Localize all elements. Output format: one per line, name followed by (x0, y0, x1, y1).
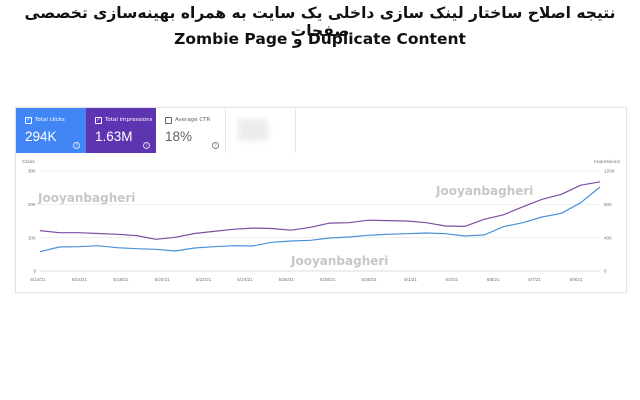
page-title-line-1: نتیجه اصلاح ساختار لینک سازی داخلی یک سا… (24, 4, 616, 40)
x-tick-label: 6/7/21 (528, 277, 541, 282)
right-axis-ticks: 120K 80K 40K 0 (604, 169, 616, 274)
performance-panel: ✓ Total clicks 294K ? ✓ Total impression… (15, 107, 627, 293)
total-impressions-card[interactable]: ✓ Total impressions 1.63M ? (86, 108, 156, 153)
total-clicks-value: 294K (25, 129, 57, 144)
blurred-content (238, 119, 268, 141)
average-position-card-blurred[interactable] (226, 108, 296, 153)
total-clicks-label: Total clicks (35, 117, 65, 123)
x-tick-label: 6/1/21 (404, 277, 417, 282)
checkbox-unchecked-icon[interactable] (165, 116, 172, 124)
left-axis-title: Clicks (22, 159, 35, 165)
left-tick-label: 10K (28, 235, 37, 240)
checkbox-checked-icon[interactable]: ✓ (95, 116, 102, 124)
series-line-impressions (39, 181, 601, 240)
x-tick-label: 5/22/21 (196, 277, 212, 282)
x-tick-label: 6/9/21 (570, 277, 583, 282)
x-tick-label: 5/24/21 (237, 277, 253, 282)
total-impressions-label: Total impressions (105, 117, 153, 123)
x-tick-label: 5/30/21 (361, 277, 377, 282)
page-title-line-2: Duplicate Content و Zombie Page (174, 30, 466, 48)
watermark-2: Jooyanbagheri (435, 184, 533, 198)
watermarks: Jooyanbagheri Jooyanbagheri Jooyanbagher… (37, 184, 533, 268)
x-tick-label: 5/20/21 (154, 277, 170, 282)
left-tick-label: 30K (28, 169, 37, 174)
help-icon[interactable]: ? (212, 142, 219, 149)
series-line-clicks (39, 186, 601, 253)
help-icon[interactable]: ? (73, 142, 80, 149)
help-icon[interactable]: ? (143, 142, 150, 149)
x-tick-label: 5/14/21 (30, 277, 46, 282)
x-tick-label: 6/3/21 (445, 277, 458, 282)
left-tick-label: 0 (33, 269, 36, 274)
left-axis-ticks: 30K 20K 10K 0 (28, 169, 37, 274)
chart-grid (40, 170, 600, 272)
right-axis-title: Impressions (594, 159, 620, 165)
right-tick-label: 80K (604, 202, 613, 207)
x-tick-label: 5/18/21 (113, 277, 129, 282)
right-tick-label: 40K (604, 235, 613, 240)
average-ctr-value: 18% (165, 129, 193, 144)
left-tick-label: 20K (28, 202, 37, 207)
series-lines (39, 181, 601, 253)
right-tick-label: 120K (604, 169, 616, 174)
metric-cards: ✓ Total clicks 294K ? ✓ Total impression… (16, 108, 626, 153)
average-ctr-label: Average CTR (175, 117, 211, 123)
checkbox-checked-icon[interactable]: ✓ (25, 116, 32, 124)
total-clicks-card[interactable]: ✓ Total clicks 294K ? (16, 108, 86, 153)
performance-chart: Jooyanbagheri Jooyanbagheri Jooyanbagher… (22, 159, 621, 282)
watermark-1: Jooyanbagheri (37, 191, 135, 205)
total-impressions-value: 1.63M (95, 129, 133, 144)
x-tick-label: 5/28/21 (320, 277, 336, 282)
right-tick-label: 0 (604, 269, 607, 274)
x-axis-ticks: 5/14/21 5/16/21 5/18/21 5/20/21 5/22/21 5/24/… (30, 277, 582, 282)
x-tick-label: 6/5/21 (487, 277, 500, 282)
average-ctr-card[interactable]: Average CTR 18% ? (156, 108, 226, 153)
watermark-3: Jooyanbagheri (290, 254, 388, 268)
x-tick-label: 5/26/21 (279, 277, 295, 282)
x-tick-label: 5/16/21 (72, 277, 88, 282)
